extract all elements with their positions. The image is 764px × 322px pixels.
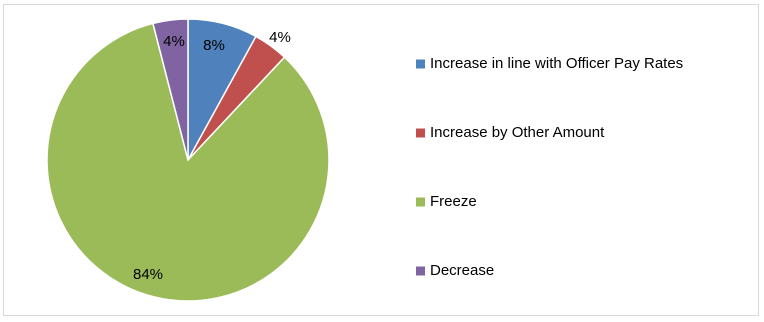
legend-swatch-increase-other-amount [416,128,425,138]
legend: Increase in line with Officer Pay Rates I… [416,55,683,279]
data-label-freeze: 84% [133,266,163,283]
pie-data-labels: 8% 4% 84% 4% [133,29,291,283]
legend-swatch-decrease [416,266,425,276]
pie-slice-decrease [152,18,189,161]
pie-slices [46,18,330,302]
data-label-increase-officer-pay-rates: 8% [203,37,225,54]
pie-slice-freeze [46,22,330,302]
legend-swatch-increase-officer-pay-rates [416,59,425,69]
legend-label-increase-officer-pay-rates: Increase in line with Officer Pay Rates [430,55,683,72]
legend-swatch-freeze [416,197,425,207]
data-label-increase-other-amount: 4% [269,29,291,46]
legend-label-decrease: Decrease [430,262,494,279]
data-label-decrease: 4% [163,33,185,50]
legend-label-increase-other-amount: Increase by Other Amount [430,124,605,141]
legend-label-freeze: Freeze [430,193,477,210]
